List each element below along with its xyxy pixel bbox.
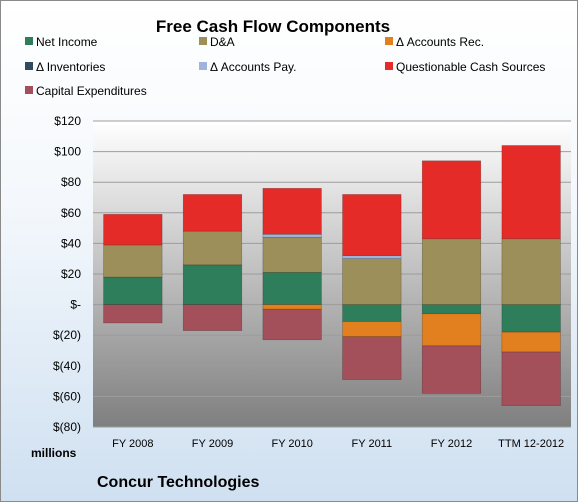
gridlines <box>93 120 571 428</box>
bar-segment <box>421 160 482 240</box>
y-tick-label: $(20) <box>53 328 81 342</box>
bar-segment <box>103 214 163 246</box>
bar-segment <box>262 272 322 305</box>
y-tick-label: $- <box>70 298 81 312</box>
legend-swatch <box>25 37 33 45</box>
y-tick-label: $120 <box>54 114 81 128</box>
bar-segment <box>182 264 243 305</box>
y-tick-label: $(60) <box>53 389 81 403</box>
bar-segment <box>421 345 482 394</box>
bar-segment <box>182 230 243 266</box>
bar-segment <box>342 336 402 380</box>
legend-label: Δ Accounts Pay. <box>210 60 297 74</box>
x-tick-label: FY 2010 <box>271 438 312 450</box>
y-axis-labels: $120 $100 $80 $60 $40 $20 $- $(20) $(40) $(60) $(8… <box>53 114 81 434</box>
x-axis-labels: FY 2008 FY 2009 FY 2010 FY 2011 FY 2012 TTM 1… <box>112 438 564 450</box>
legend-swatch <box>199 37 207 45</box>
bar-segment <box>262 233 322 238</box>
bar-segment <box>182 304 243 331</box>
units-label: millions <box>31 446 77 460</box>
bar-segment <box>342 194 402 256</box>
bar-segment <box>103 244 163 278</box>
bar-segment <box>103 304 163 324</box>
x-tick-label: FY 2009 <box>192 438 233 450</box>
bar-segment <box>262 304 322 310</box>
legend-swatch <box>385 37 393 45</box>
bar-segment <box>103 276 163 305</box>
bar-segment <box>262 236 322 273</box>
legend-label: Δ Inventories <box>36 60 105 74</box>
legend-label: Questionable Cash Sources <box>396 60 545 74</box>
x-tick-label: FY 2008 <box>112 438 153 450</box>
bar-segment <box>421 313 482 347</box>
bar-segment <box>262 308 322 341</box>
bar-segment <box>501 331 561 353</box>
x-tick-label: TTM 12-2012 <box>498 438 564 450</box>
legend-swatch <box>25 86 33 94</box>
bar-segment <box>342 321 402 338</box>
company-name: Concur Technologies <box>97 474 259 491</box>
chart-title: Free Cash Flow Components <box>156 17 390 36</box>
legend-label: Δ Accounts Rec. <box>396 35 484 49</box>
legend-label: Capital Expenditures <box>36 84 147 98</box>
bar-segment <box>421 238 482 305</box>
bar-segment <box>342 258 402 305</box>
legend-label: Net Income <box>36 35 98 49</box>
y-tick-label: $40 <box>61 236 81 250</box>
bar-segment <box>501 238 561 305</box>
legend-swatch <box>25 62 33 70</box>
y-tick-label: $(40) <box>53 359 81 373</box>
y-tick-label: $(80) <box>53 420 81 434</box>
legend-swatch <box>385 62 393 70</box>
y-tick-label: $80 <box>61 175 81 189</box>
bars <box>103 145 561 406</box>
bar-segment <box>182 194 243 232</box>
y-tick-label: $20 <box>61 267 81 281</box>
y-tick-label: $100 <box>54 145 81 159</box>
legend-label: D&A <box>210 35 235 49</box>
bar-segment <box>501 304 561 333</box>
x-tick-label: FY 2011 <box>352 438 393 450</box>
y-tick-label: $60 <box>61 206 81 220</box>
x-tick-label: FY 2012 <box>431 438 472 450</box>
bar-segment <box>501 145 561 240</box>
legend-swatch <box>199 62 207 70</box>
bar-segment <box>501 351 561 406</box>
legend: Net Income D&A Δ Accounts Rec. Δ Inventorie… <box>25 35 545 98</box>
bar-segment <box>342 304 402 322</box>
bar-segment <box>262 188 322 235</box>
bar-segment <box>342 255 402 259</box>
bar-segment <box>421 304 482 315</box>
